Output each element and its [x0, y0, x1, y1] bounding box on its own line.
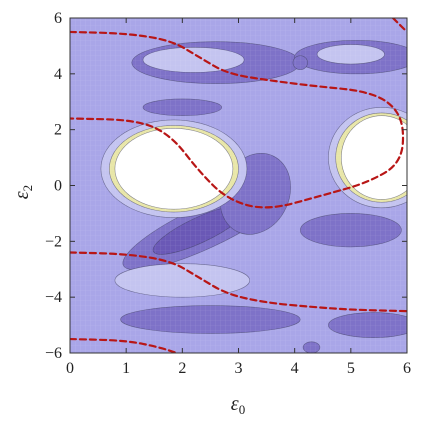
x-tick-label: 2 — [178, 360, 186, 377]
y-tick-label: −4 — [45, 289, 62, 306]
x-tick-label: 3 — [235, 360, 243, 377]
y-tick-label: −6 — [45, 345, 62, 362]
x-tick-label: 6 — [403, 360, 411, 377]
grid-overlay — [70, 18, 407, 353]
y-tick-label: 6 — [54, 10, 62, 27]
x-tick-label: 0 — [66, 360, 74, 377]
y-tick-label: −2 — [45, 233, 62, 250]
axis-ticks: 0 1 2 3 4 5 6 6 4 2 0 −2 −4 −6 — [45, 10, 411, 377]
y-tick-label: 2 — [54, 122, 62, 139]
x-tick-label: 4 — [291, 360, 299, 377]
x-tick-label: 1 — [122, 360, 130, 377]
dashed-curve-3 — [70, 337, 178, 353]
plot-area — [70, 18, 407, 353]
y-tick-label: 0 — [54, 178, 62, 195]
dashed-curve-2 — [70, 251, 407, 313]
y-tick-label: 4 — [54, 66, 62, 83]
y-axis-title: ε2 — [11, 185, 35, 199]
dashed-curve-1 — [70, 30, 405, 209]
x-axis-title: ε0 — [231, 393, 245, 417]
x-tick-label: 5 — [347, 360, 355, 377]
